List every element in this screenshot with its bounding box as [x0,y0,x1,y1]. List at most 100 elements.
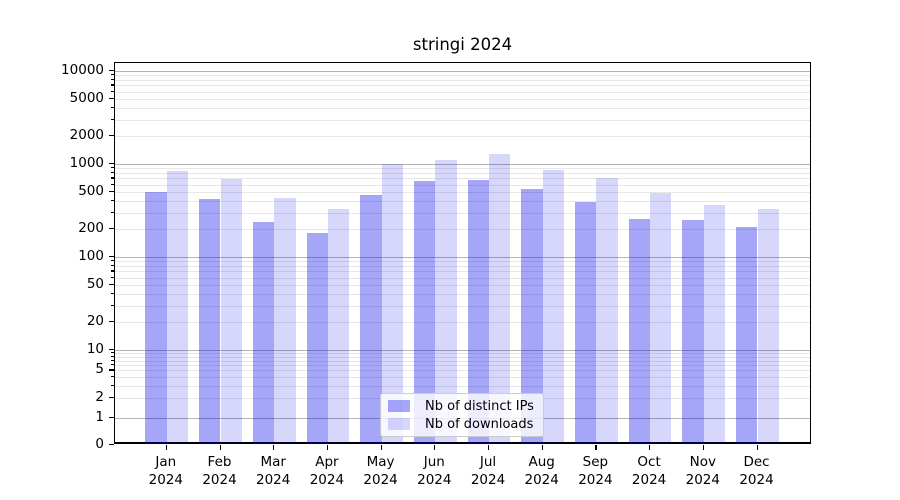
legend-label-distinct-ips: Nb of distinct IPs [425,398,534,414]
minor-gridline [115,80,810,81]
y-axis-minor-tick [111,283,114,286]
x-axis-tick-label: Sep 2024 [578,454,613,488]
y-axis-tick-label: 50 [86,275,104,292]
y-axis-minor-tick [111,293,114,295]
y-axis-minor-tick [111,359,114,361]
y-axis-minor-tick [111,364,114,366]
x-axis-tick [273,445,275,450]
minor-gridline [115,261,810,263]
x-axis-tick [165,445,167,450]
y-axis-minor-tick [111,276,114,278]
x-axis-tick-label: Dec 2024 [739,454,774,488]
y-axis-tick-label: 20 [86,313,104,329]
bar-distinct-ips [252,222,275,444]
x-axis-tick [595,445,597,450]
legend-swatch-downloads [388,418,410,430]
bar-distinct-ips [199,199,221,444]
y-axis-tick-label: 1000 [69,155,104,171]
minor-gridline [115,305,810,307]
y-axis-minor-tick [111,200,114,202]
bar-distinct-ips [360,195,382,444]
y-axis-tick-label: 200 [78,220,104,236]
minor-gridline [115,75,810,77]
minor-gridline [115,98,810,100]
bar-downloads [166,170,189,444]
y-axis-minor-tick [111,84,114,86]
y-axis-tick-label: 1 [95,409,104,425]
bar-downloads [596,177,618,444]
minor-gridline [115,294,810,295]
x-axis-tick [756,445,758,450]
y-axis-minor-tick [111,384,114,386]
minor-gridline [115,168,810,170]
y-axis-minor-tick [111,79,114,81]
y-axis-minor-tick [111,352,114,354]
bar-downloads [435,159,457,444]
bar-distinct-ips [413,181,436,444]
x-axis-tick-label: May 2024 [363,454,398,488]
bar-downloads [757,208,779,444]
bar-distinct-ips [736,227,758,444]
minor-gridline [115,377,810,379]
minor-gridline [115,353,810,355]
minor-gridline [115,191,810,193]
bar-distinct-ips [145,191,167,444]
minor-gridline [115,271,810,273]
minor-gridline [115,277,810,279]
x-axis-tick-label: Nov 2024 [685,454,720,488]
y-axis-minor-tick [111,90,114,92]
x-axis-tick [488,445,490,450]
x-axis-tick [649,445,651,450]
bar-downloads [327,208,350,444]
x-axis-tick [541,445,543,450]
x-axis-tick-label: Mar 2024 [256,454,291,488]
y-axis-minor-tick [111,228,114,230]
minor-gridline [115,356,810,358]
y-axis-minor-tick [111,270,114,272]
y-axis-tick-label: 10 [86,341,104,357]
minor-gridline [115,119,810,121]
major-gridline [115,257,810,258]
plot-area [114,62,811,444]
y-axis-minor-tick [111,211,114,213]
major-gridline [115,350,810,351]
y-axis-tick [109,70,114,72]
x-axis-tick [219,445,221,450]
bar-distinct-ips [521,189,543,444]
minor-gridline [115,85,810,87]
bar-distinct-ips [628,219,651,444]
y-axis-tick-label: 100 [78,248,104,264]
y-axis-minor-tick [111,74,114,76]
y-axis-tick [109,256,114,258]
minor-gridline [115,184,810,186]
minor-gridline [115,212,810,214]
y-axis-minor-tick [111,167,114,169]
y-axis-tick-label: 5 [95,361,104,378]
bar-downloads [381,163,403,444]
bar-distinct-ips [467,180,489,444]
x-axis-tick [326,445,329,450]
x-axis-tick-label: Feb 2024 [202,454,237,488]
y-axis-tick-label: 5000 [69,89,104,106]
y-axis-minor-tick [111,172,114,174]
x-axis-tick [380,445,382,450]
y-axis-minor-tick [111,396,114,398]
minor-gridline [115,91,810,93]
y-axis-tick [109,163,114,165]
bar-distinct-ips [682,219,704,444]
bar-downloads [489,154,511,444]
minor-gridline [115,178,810,180]
minor-gridline [115,322,810,323]
y-axis-tick [109,349,114,351]
minor-gridline [115,385,810,387]
y-axis-minor-tick [111,304,114,306]
y-axis-minor-tick [111,135,114,137]
bar-distinct-ips [575,202,597,444]
minor-gridline [115,284,810,286]
minor-gridline [115,365,810,367]
minor-gridline [115,229,810,230]
minor-gridline [115,370,810,372]
chart-title: stringi 2024 [412,35,513,54]
y-axis-minor-tick [111,107,114,109]
